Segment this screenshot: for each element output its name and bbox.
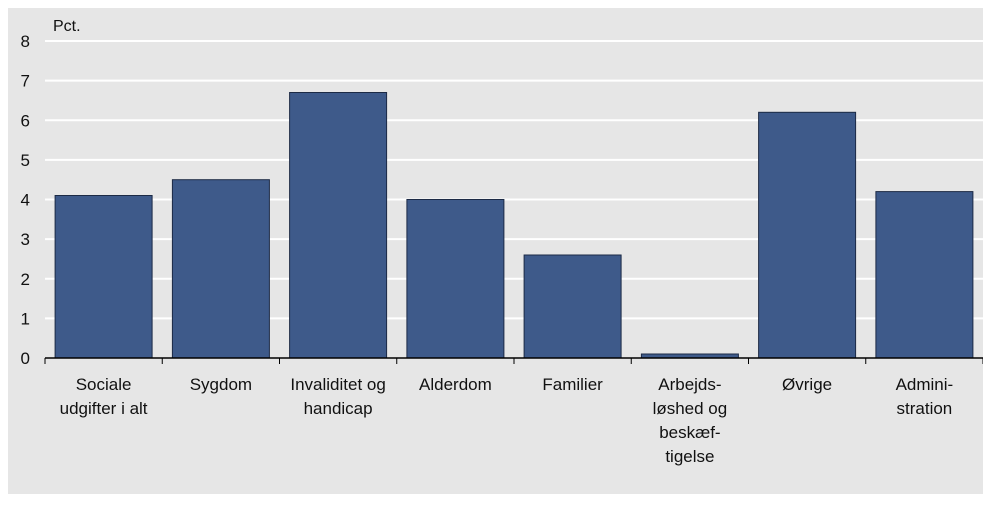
y-tick-label: 6 bbox=[21, 111, 30, 130]
bar bbox=[54, 195, 153, 359]
x-category-label: Admini-stration bbox=[896, 375, 954, 418]
x-category-label: Invaliditet og handicap bbox=[290, 375, 385, 418]
y-tick-label: 3 bbox=[21, 230, 30, 249]
y-tick-label: 0 bbox=[21, 349, 30, 368]
x-category-label: Alderdom bbox=[419, 375, 492, 394]
bar bbox=[523, 254, 622, 359]
bar bbox=[875, 191, 974, 359]
y-tick-label: 7 bbox=[21, 72, 30, 91]
bar-chart: 0 1 2 3 4 5 6 7 8 Sociale udgifter i alt Sygdom Inv… bbox=[21, 18, 983, 466]
axes bbox=[44, 357, 983, 364]
x-category-label: Familier bbox=[542, 375, 603, 394]
y-tick-label: 2 bbox=[21, 270, 30, 289]
x-category-label: Sygdom bbox=[190, 375, 252, 394]
x-category-label: Øvrige bbox=[782, 375, 832, 394]
bar bbox=[171, 179, 270, 359]
x-category-label: Sociale udgifter i alt bbox=[60, 375, 148, 418]
y-tick-label: 5 bbox=[21, 151, 30, 170]
y-tick-label: 8 bbox=[21, 32, 30, 51]
bar bbox=[289, 92, 388, 359]
y-tick-label: 1 bbox=[21, 309, 30, 328]
y-tick-label: 4 bbox=[21, 191, 30, 210]
x-category-label: Arbejds-løshed og beskæf-tigelse bbox=[653, 375, 728, 466]
bar bbox=[758, 111, 857, 359]
bars bbox=[54, 92, 974, 359]
chart-panel: 0 1 2 3 4 5 6 7 8 Sociale udgifter i alt Sygdom Inv… bbox=[8, 8, 983, 494]
x-category-labels: Sociale udgifter i alt Sygdom Invaliditet o… bbox=[60, 375, 954, 466]
y-tick-labels: 0 1 2 3 4 5 6 7 8 bbox=[21, 32, 30, 368]
y-axis-unit-label: Pct. bbox=[53, 18, 81, 35]
bar bbox=[406, 199, 505, 359]
